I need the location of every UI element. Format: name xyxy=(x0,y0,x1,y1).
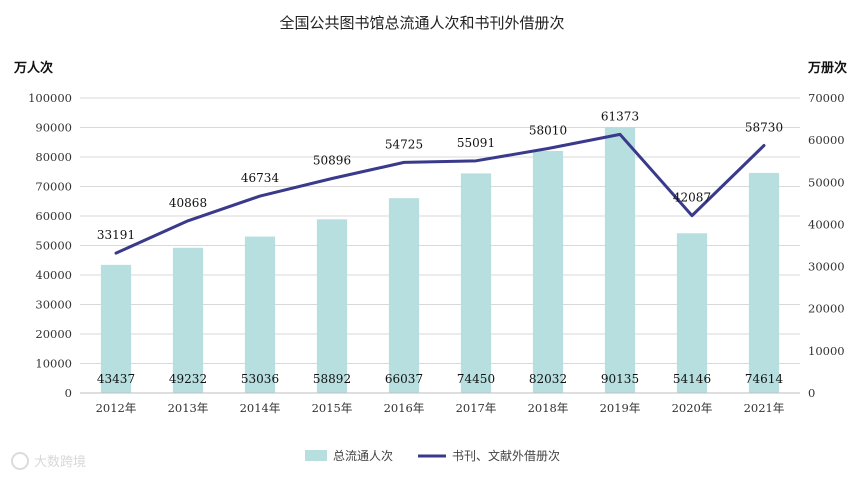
axes: 0 10000 20000 30000 40000 50000 60000 70000 8000… xyxy=(28,91,845,415)
x-tick-label: 2018年 xyxy=(528,401,569,415)
x-tick-label: 2020年 xyxy=(672,401,713,415)
bar-value-label: 58892 xyxy=(313,372,351,386)
bar xyxy=(460,173,492,393)
left-tick-label: 50000 xyxy=(35,239,72,253)
bar-value-label: 82032 xyxy=(529,372,567,386)
bar xyxy=(244,236,276,393)
right-tick-label: 10000 xyxy=(808,344,845,358)
x-tick-label: 2012年 xyxy=(96,401,137,415)
line-series xyxy=(114,132,766,255)
left-tick-label: 40000 xyxy=(35,268,72,282)
x-tick-label: 2021年 xyxy=(744,401,785,415)
left-tick-label: 100000 xyxy=(28,91,72,105)
line-value-label: 55091 xyxy=(457,136,495,150)
bar-value-label: 66037 xyxy=(385,372,423,386)
left-tick-label: 80000 xyxy=(35,150,72,164)
bar xyxy=(604,127,636,394)
watermark: 大数跨境 xyxy=(11,452,86,470)
watermark-text: 大数跨境 xyxy=(34,455,86,470)
line-value-label: 58010 xyxy=(529,124,567,138)
right-tick-label: 70000 xyxy=(808,91,845,105)
bar xyxy=(316,219,348,393)
bar-value-label: 54146 xyxy=(673,372,711,386)
bar xyxy=(532,151,564,393)
bar xyxy=(388,198,420,393)
left-tick-label: 30000 xyxy=(35,298,72,312)
bar-value-label: 74614 xyxy=(745,372,784,386)
left-tick-label: 90000 xyxy=(35,121,72,135)
chart-title: 全国公共图书馆总流通人次和书刊外借册次 xyxy=(279,14,564,32)
x-tick-label: 2017年 xyxy=(456,401,497,415)
legend-bar-label: 总流通人次 xyxy=(333,449,393,463)
x-tick-label: 2013年 xyxy=(168,401,209,415)
watermark-logo-icon xyxy=(11,452,29,470)
right-tick-label: 0 xyxy=(808,386,815,400)
left-tick-label: 70000 xyxy=(35,180,72,194)
x-tick-label: 2016年 xyxy=(384,401,425,415)
left-tick-label: 10000 xyxy=(35,357,72,371)
right-tick-label: 50000 xyxy=(808,175,845,189)
bar-value-label: 43437 xyxy=(97,372,135,386)
left-tick-label: 20000 xyxy=(35,327,72,341)
bars xyxy=(100,127,780,394)
data-labels: 43437 49232 53036 58892 66037 74450 82032 90135… xyxy=(97,109,784,386)
bar-value-label: 74450 xyxy=(457,372,495,386)
right-tick-label: 40000 xyxy=(808,217,845,231)
left-tick-label: 60000 xyxy=(35,209,72,223)
legend-line-label: 书刊、文献外借册次 xyxy=(452,448,560,463)
line-value-label: 54725 xyxy=(385,137,423,151)
left-tick-label: 0 xyxy=(65,386,72,400)
line-value-label: 33191 xyxy=(97,228,135,242)
x-tick-label: 2019年 xyxy=(600,401,641,415)
bar xyxy=(172,247,204,393)
bar xyxy=(100,264,132,393)
right-tick-label: 60000 xyxy=(808,133,845,147)
bar-value-label: 49232 xyxy=(169,372,207,386)
bar xyxy=(676,233,708,393)
line-value-label: 58730 xyxy=(745,120,783,134)
line-series-path xyxy=(114,132,766,255)
line-value-label: 42087 xyxy=(673,191,711,205)
left-axis-unit: 万人次 xyxy=(13,60,53,76)
bar-value-label: 90135 xyxy=(601,372,639,386)
x-tick-label: 2015年 xyxy=(312,401,353,415)
x-tick-label: 2014年 xyxy=(240,401,281,415)
bar xyxy=(748,172,780,393)
line-value-label: 40868 xyxy=(169,196,207,210)
right-tick-label: 20000 xyxy=(808,302,845,316)
legend: 总流通人次 书刊、文献外借册次 xyxy=(305,448,560,463)
legend-bar-swatch xyxy=(305,450,327,461)
line-value-label: 50896 xyxy=(313,154,351,168)
right-tick-label: 30000 xyxy=(808,260,845,274)
right-axis-unit: 万册次 xyxy=(807,60,847,76)
line-value-label: 46734 xyxy=(241,171,280,185)
bar-value-label: 53036 xyxy=(241,372,279,386)
line-value-label: 61373 xyxy=(601,109,639,123)
